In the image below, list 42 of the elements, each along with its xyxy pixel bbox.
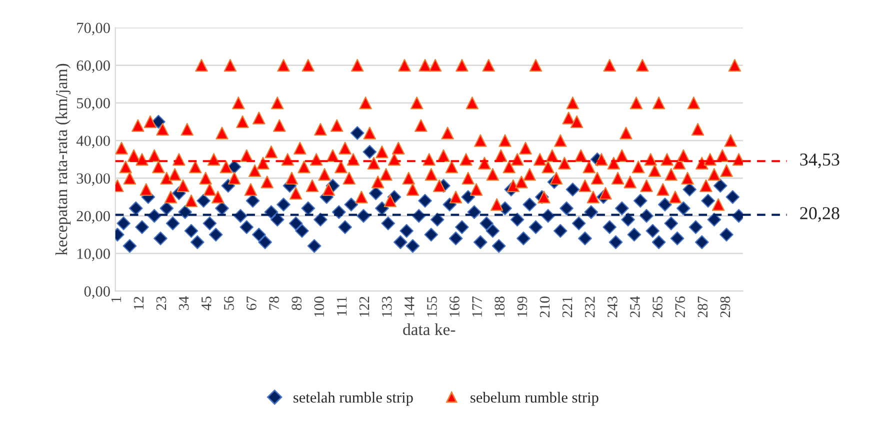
x-tick-label: 232: [584, 296, 595, 318]
y-tick-label: 40,00: [76, 136, 110, 148]
x-axis-title: data ke-: [403, 323, 456, 336]
y-tick-label: 50,00: [77, 98, 110, 111]
x-tick-label: 254: [630, 296, 640, 318]
y-tick-label: 10,00: [77, 248, 110, 262]
x-tick-label: 210: [540, 296, 550, 318]
x-tick-label: 287: [698, 296, 708, 318]
x-tick-label: 265: [652, 296, 662, 318]
x-tick-label: 23: [156, 296, 166, 310]
x-tick-label: 34: [178, 296, 189, 310]
y-tick-label: 20,00: [76, 210, 110, 224]
x-tick-label: 177: [472, 296, 482, 317]
x-tick-label: 199: [517, 296, 528, 317]
x-tick-label: 45: [202, 296, 212, 310]
x-tick-label: 122: [359, 296, 370, 317]
y-tick-label: 30,00: [76, 173, 110, 186]
x-tick-label: 78: [269, 296, 279, 310]
y-tick-label: 0,00: [84, 286, 110, 299]
x-tick-label: 221: [562, 296, 572, 318]
x-tick-label: 243: [608, 296, 618, 318]
x-tick-label: 133: [382, 296, 392, 317]
legend-label: sebelum rumble strip: [470, 392, 598, 406]
x-tick-label: 276: [675, 296, 686, 318]
x-tick-label: 111: [336, 296, 347, 316]
y-tick-label: 70,00: [77, 22, 110, 36]
y-axis-title: kecepatan rata-rata (km/jam): [55, 64, 71, 256]
x-tick-label: 100: [314, 296, 324, 317]
legend-label: setelah rumble strip: [294, 392, 413, 406]
ref-line-label: 34,53: [800, 154, 840, 168]
x-tick-label: 67: [246, 296, 256, 310]
x-tick-label: 56: [224, 296, 234, 310]
x-tick-label: 1: [111, 296, 121, 302]
x-tick-label: 155: [427, 296, 437, 317]
ref-line-label: 20,28: [800, 207, 840, 222]
x-tick-label: 89: [292, 296, 302, 310]
x-tick-label: 166: [450, 296, 460, 317]
x-tick-label: 12: [134, 296, 144, 310]
x-tick-label: 298: [720, 296, 730, 318]
y-tick-label: 60,00: [76, 60, 110, 73]
x-tick-label: 144: [404, 296, 414, 317]
x-tick-label: 188: [494, 296, 505, 317]
